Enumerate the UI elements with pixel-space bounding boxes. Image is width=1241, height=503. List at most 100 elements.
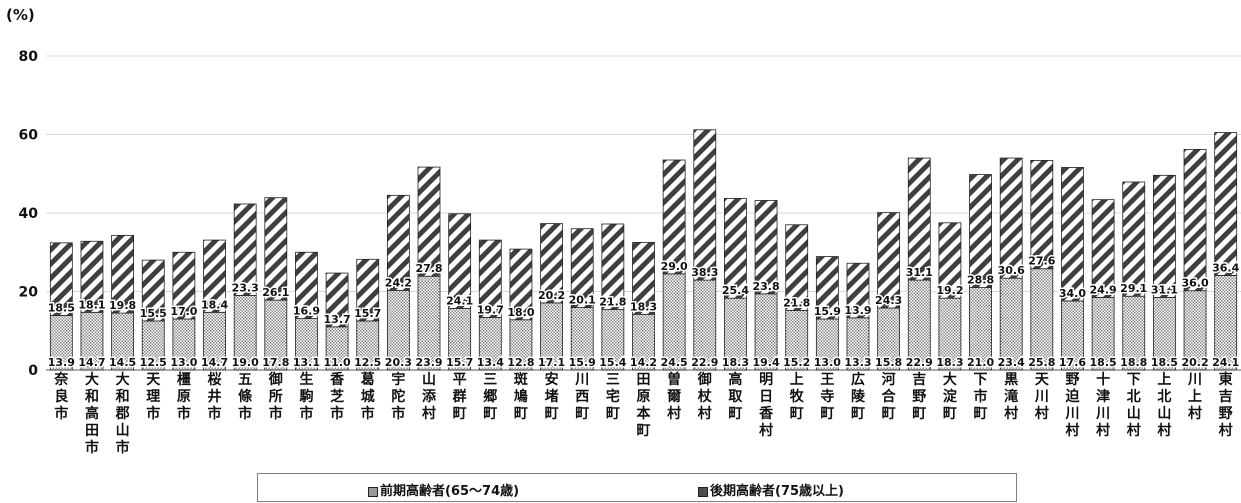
data-label-early: 22.9 [691, 356, 718, 369]
data-label-early: 13.9 [48, 356, 75, 369]
legend-swatch-late [698, 486, 708, 497]
x-category-label: 香芝市 [329, 371, 345, 422]
bar-late [724, 198, 747, 299]
data-label-early: 14.2 [630, 356, 657, 369]
data-label-late: 23.8 [752, 280, 779, 293]
data-label-early: 17.1 [538, 356, 565, 369]
x-category-label: 吉野町 [912, 371, 926, 422]
data-label-early: 11.0 [324, 356, 351, 369]
bar-late [969, 174, 992, 288]
data-label-early: 15.7 [446, 356, 473, 369]
bar-late [203, 239, 226, 313]
data-label-late: 20.2 [538, 289, 565, 302]
legend-item-early: 前期高齢者(65～74歳) [368, 480, 519, 499]
bar-late [1183, 149, 1207, 292]
data-label-late: 19.7 [477, 303, 504, 316]
bar-late [938, 222, 962, 299]
bar-early [1030, 268, 1054, 371]
data-label-late: 31.1 [906, 266, 933, 279]
x-category-label: 五條市 [238, 372, 253, 422]
data-label-early: 25.8 [1028, 356, 1055, 369]
data-label-late: 23.3 [232, 281, 259, 294]
data-label-late: 18.5 [48, 301, 75, 314]
bar-late [1091, 199, 1115, 298]
data-label-early: 20.3 [385, 356, 412, 369]
data-label-early: 14.5 [109, 356, 136, 369]
data-label-early: 18.5 [1090, 356, 1117, 369]
data-label-late: 13.7 [324, 313, 351, 326]
data-label-early: 24.5 [661, 356, 688, 369]
x-category-label: 生駒市 [299, 371, 313, 422]
data-label-late: 29.0 [661, 260, 688, 273]
bar-late [907, 157, 931, 281]
bar-late [632, 242, 655, 315]
bar-late [264, 197, 288, 301]
data-label-late: 24.3 [875, 294, 902, 307]
data-label-early: 20.2 [1181, 356, 1208, 369]
data-label-late: 19.2 [936, 284, 963, 297]
x-category-label: 下北山村 [1127, 372, 1141, 439]
data-label-late: 36.0 [1181, 277, 1208, 290]
data-label-late: 19.8 [109, 299, 136, 312]
data-label-early: 12.5 [354, 356, 381, 369]
data-label-late: 27.8 [415, 262, 442, 275]
bar-late [141, 259, 165, 322]
data-label-late: 38.3 [691, 266, 718, 279]
data-label-late: 31.1 [1151, 283, 1178, 296]
data-label-early: 17.8 [262, 356, 289, 369]
bar-late [356, 258, 380, 322]
data-label-early: 18.5 [1151, 356, 1178, 369]
bar-late [80, 240, 104, 313]
x-category-label: 広陵町 [851, 371, 866, 422]
legend-item-late: 後期高齢者(75歳以上) [698, 480, 844, 499]
x-category-label: 上牧町 [790, 372, 805, 422]
bar-late [570, 228, 594, 308]
x-category-label: 山添村 [422, 372, 437, 422]
data-label-early: 23.9 [415, 356, 442, 369]
x-category-label: 明日香村 [758, 372, 774, 439]
data-label-late: 15.9 [814, 305, 841, 318]
bar-late [754, 200, 778, 295]
data-label-early: 19.4 [752, 356, 779, 369]
bar-late [601, 223, 625, 310]
x-category-label: 平群町 [452, 372, 467, 422]
data-label-early: 15.9 [569, 356, 596, 369]
data-label-late: 26.1 [262, 286, 289, 299]
x-category-label: 大和郡山市 [115, 371, 130, 456]
y-axis-unit-label: (%) [6, 6, 35, 24]
x-category-label: 三宅町 [606, 372, 620, 422]
data-label-early: 24.1 [1212, 356, 1239, 369]
x-category-label: 王寺町 [820, 372, 834, 422]
data-label-late: 13.9 [844, 304, 871, 317]
x-category-label: 田原本町 [637, 372, 652, 439]
x-category-label: 上北山村 [1157, 372, 1171, 439]
data-label-early: 18.3 [722, 356, 749, 369]
data-label-early: 23.4 [998, 356, 1025, 369]
data-label-late: 34.0 [1059, 287, 1086, 300]
data-label-late: 15.7 [354, 307, 381, 320]
data-label-late: 15.5 [140, 307, 167, 320]
bar-late [172, 251, 196, 320]
x-category-label: 野迫川村 [1064, 372, 1080, 439]
x-category-label: 宇陀市 [391, 371, 405, 422]
x-category-label: 黒滝村 [1004, 372, 1018, 422]
y-tick-label: 0 [28, 363, 38, 379]
bar-late [1030, 160, 1054, 270]
x-category-label: 川西町 [574, 372, 589, 422]
x-category-label: 十津川村 [1095, 371, 1110, 439]
x-category-label: 三郷町 [483, 372, 497, 422]
x-category-label: 河合町 [882, 371, 897, 422]
x-category-label: 川上村 [1187, 372, 1202, 422]
x-category-label: 御杖村 [697, 371, 713, 422]
y-tick-label: 60 [19, 128, 39, 144]
data-label-late: 27.6 [1028, 255, 1055, 268]
bar-late [509, 248, 533, 321]
legend: 前期高齢者(65～74歳) 後期高齢者(75歳以上) [257, 473, 1017, 502]
x-category-label: 曽爾村 [666, 371, 681, 422]
data-label-late: 24.9 [1090, 283, 1117, 296]
y-tick-label: 40 [19, 206, 39, 222]
legend-swatch-early [368, 486, 378, 497]
x-category-label: 斑鳩町 [514, 371, 528, 422]
data-label-late: 24.2 [385, 276, 412, 289]
data-label-early: 13.0 [814, 356, 841, 369]
